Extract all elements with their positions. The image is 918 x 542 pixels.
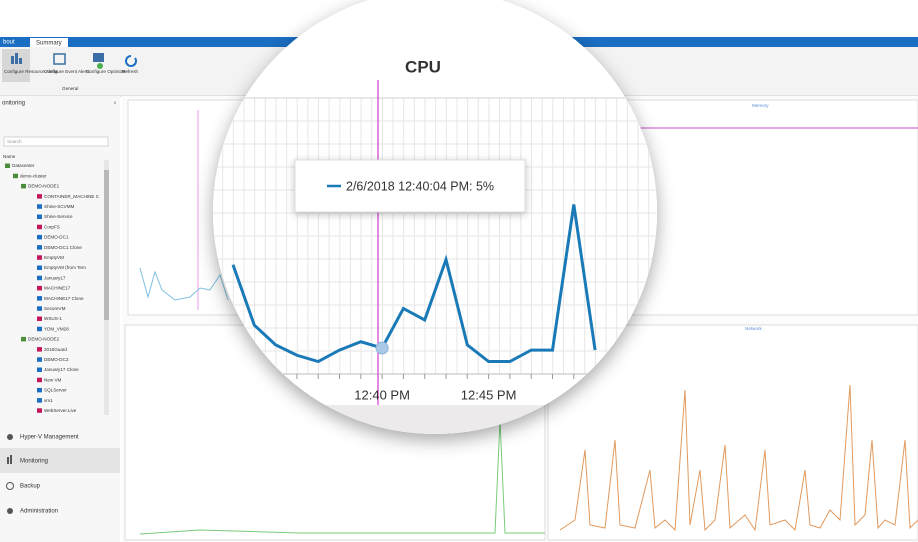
tree-item[interactable]: CorpFS (44, 224, 60, 229)
tree-icon (37, 327, 42, 332)
tree-item[interactable]: January17 Clone (44, 367, 79, 372)
tree-item[interactable]: MACHINE17 Clone (44, 296, 84, 301)
tree-item[interactable]: WSUS-1 (44, 316, 62, 321)
x-tick-label: 12:40 PM (354, 387, 410, 402)
search-placeholder: Search (7, 139, 22, 144)
column-header: Name (3, 154, 16, 159)
tree-icon (37, 245, 42, 250)
tree-item[interactable]: EmptyVM (44, 255, 64, 260)
tree-icon (37, 357, 42, 362)
tree-icon (37, 408, 42, 413)
screen: bout Summary Configure Resource Alerts C… (0, 0, 918, 542)
tree-item[interactable]: DEMO-DC1 (44, 235, 69, 240)
tree-icon (5, 164, 10, 169)
panel-title: Network (745, 326, 763, 331)
nav-item[interactable]: Administration (20, 509, 58, 515)
tree-icon (37, 306, 42, 311)
tree-item[interactable]: SecureVM (44, 306, 66, 311)
tooltip-text: 2/6/2018 12:40:04 PM: 5% (346, 179, 494, 193)
tree-icon (21, 337, 26, 342)
tree-item[interactable]: SQLServer (44, 388, 67, 393)
tree-item[interactable]: CONTAINER_MACHINE C (44, 194, 100, 199)
x-tick-label: 12:45 PM (461, 387, 517, 402)
nav-item[interactable]: Monitoring (20, 459, 48, 465)
tree-icon (37, 398, 42, 403)
tree-item[interactable]: DEMO-NODE1 (28, 184, 60, 189)
tree-icon (37, 235, 42, 240)
scroll-thumb[interactable] (104, 170, 109, 320)
tree-icon (37, 378, 42, 383)
tree-item[interactable]: DEMO-DC1 Clone (44, 245, 82, 250)
ribbon-group: General (62, 86, 78, 91)
tree-icon (37, 286, 42, 291)
tree-item[interactable]: DEMO-NODE2 (28, 337, 60, 342)
tree-icon (37, 296, 42, 301)
tree-icon (37, 276, 42, 281)
tab[interactable]: bout (3, 40, 15, 46)
tree-icon (37, 317, 42, 322)
tree-item[interactable]: vm1 (44, 398, 53, 403)
ribbon-button[interactable]: Refresh (122, 69, 139, 74)
tab[interactable]: Summary (36, 41, 62, 47)
nav-item[interactable]: Hyper-V Management (20, 435, 79, 441)
collapse[interactable]: ‹ (114, 101, 116, 107)
panel-title: Memory (752, 103, 769, 108)
tree-icon (37, 225, 42, 230)
tree-icon (37, 194, 42, 199)
ribbon-button[interactable]: Configure Event Alerts (44, 69, 90, 74)
hover-point (376, 342, 388, 354)
tree-icon (13, 174, 18, 179)
tree-icon (37, 266, 42, 271)
tree-icon (21, 184, 26, 189)
tree-item[interactable]: Datacenter (12, 163, 35, 168)
nav-item[interactable]: Backup (20, 484, 41, 490)
tree-item[interactable]: New VM (44, 377, 62, 382)
tree-item[interactable]: Shine-SCVMM (44, 204, 75, 209)
nav-active (0, 448, 120, 473)
tree-icon (37, 255, 42, 259)
tree-item[interactable]: WebServer.Live (44, 408, 77, 413)
sidebar-title: onitoring (2, 101, 25, 107)
tree-icon (37, 204, 42, 209)
tree-icon (37, 388, 42, 393)
tree-item[interactable]: DEMO-DC2 (44, 357, 69, 362)
tree-item[interactable]: January17 (44, 275, 66, 280)
tree-item[interactable]: Shine-Service (44, 214, 73, 219)
tree-icon (37, 368, 42, 373)
tree-item[interactable]: EmptyVM (from Tem (44, 265, 86, 270)
tree-item[interactable]: MACHINE17 (44, 286, 71, 291)
tree-item[interactable]: YDM_VM28 (44, 326, 69, 331)
tree-item[interactable]: demo-cluster (20, 173, 47, 178)
tree-item[interactable]: 2016Guard (44, 347, 67, 352)
tree-icon (37, 215, 42, 220)
tree-icon (37, 347, 42, 352)
chart-title: CPU (405, 57, 441, 76)
